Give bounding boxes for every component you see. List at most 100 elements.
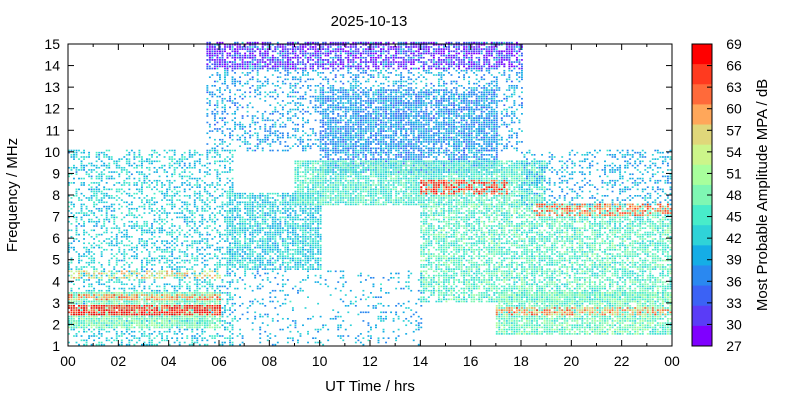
heatmap-cell (95, 190, 98, 193)
heatmap-cell (78, 212, 80, 214)
heatmap-cell (188, 281, 191, 283)
heatmap-cell (100, 311, 103, 314)
heatmap-cell (176, 199, 179, 201)
heatmap-cell (193, 302, 196, 305)
heatmap-cell (88, 220, 91, 223)
heatmap-cell (196, 320, 199, 322)
heatmap-cell (73, 216, 75, 219)
heatmap-cell (219, 246, 221, 249)
heatmap-cell (322, 61, 325, 63)
heatmap-cell (188, 164, 191, 167)
heatmap-cell (146, 259, 148, 262)
heatmap-cell (208, 162, 211, 165)
heatmap-cell (193, 283, 196, 286)
heatmap-cell (163, 287, 166, 290)
heatmap-cell (123, 307, 126, 309)
heatmap-cell (93, 182, 96, 184)
heatmap-cell (78, 253, 80, 255)
heatmap-cell (279, 141, 282, 143)
heatmap-cell (138, 197, 141, 199)
heatmap-cell (198, 315, 201, 318)
heatmap-cell (115, 330, 118, 333)
heatmap-cell (176, 216, 179, 219)
heatmap-cell (113, 298, 116, 301)
heatmap-cell (83, 272, 85, 275)
heatmap-cell (133, 330, 136, 333)
heatmap-cell (146, 302, 148, 305)
heatmap-cell (83, 233, 85, 236)
heatmap-cell (75, 333, 78, 335)
heatmap-cell (171, 255, 174, 258)
heatmap-cell (178, 302, 181, 305)
heatmap-cell (130, 212, 133, 214)
heatmap-cell (171, 292, 174, 294)
heatmap-cell (224, 190, 226, 193)
heatmap-cell (161, 268, 164, 270)
heatmap-cell (249, 123, 252, 126)
heatmap-cell (163, 195, 166, 197)
heatmap-cell (78, 292, 80, 294)
heatmap-cell (73, 156, 75, 158)
heatmap-cell (329, 61, 332, 63)
heatmap-cell (216, 89, 219, 91)
heatmap-cell (70, 149, 73, 152)
heatmap-cell (191, 309, 194, 311)
heatmap-cell (143, 231, 146, 234)
heatmap-cell (259, 138, 262, 141)
heatmap-cell (80, 164, 83, 167)
heatmap-cell (213, 119, 216, 122)
heatmap-cell (239, 125, 242, 128)
heatmap-cell (304, 80, 307, 83)
heatmap-cell (259, 63, 262, 66)
heatmap-cell (108, 238, 111, 240)
heatmap-cell (161, 184, 164, 186)
heatmap-cell (120, 188, 123, 191)
heatmap-cell (113, 309, 116, 311)
heatmap-cell (140, 171, 143, 173)
heatmap-cell (256, 72, 259, 74)
heatmap-cell (226, 160, 229, 163)
heatmap-cell (158, 309, 161, 311)
heatmap-cell (90, 320, 93, 322)
heatmap-cell (206, 156, 209, 158)
heatmap-cell (183, 307, 186, 309)
heatmap-cell (279, 104, 282, 107)
heatmap-cell (105, 212, 108, 214)
heatmap-cell (193, 162, 196, 165)
heatmap-cell (178, 225, 181, 227)
heatmap-cell (113, 305, 116, 307)
heatmap-cell (249, 87, 252, 89)
heatmap-cell (203, 305, 206, 307)
heatmap-cell (186, 292, 189, 294)
heatmap-cell (191, 210, 194, 212)
heatmap-cell (173, 298, 176, 301)
heatmap-cell (231, 69, 234, 72)
heatmap-cell (100, 272, 103, 275)
heatmap-cell (166, 300, 169, 303)
heatmap-cell (281, 136, 284, 139)
heatmap-cell (304, 110, 307, 113)
heatmap-cell (191, 156, 194, 158)
heatmap-cell (216, 276, 219, 279)
heatmap-cell (133, 279, 136, 281)
heatmap-cell (80, 203, 83, 206)
heatmap-cell (68, 311, 70, 314)
heatmap-cell (80, 320, 83, 322)
heatmap-cell (123, 324, 126, 327)
heatmap-cell (146, 242, 148, 245)
heatmap-cell (115, 281, 118, 283)
heatmap-cell (178, 186, 181, 188)
heatmap-cell (183, 240, 186, 242)
heatmap-cell (279, 143, 282, 145)
heatmap-cell (118, 276, 121, 279)
heatmap-cell (224, 210, 226, 212)
heatmap-cell (327, 78, 330, 81)
heatmap-cell (203, 274, 206, 277)
heatmap-cell (146, 225, 148, 227)
heatmap-cell (110, 313, 113, 316)
heatmap-cell (115, 259, 118, 262)
heatmap-cell (140, 294, 143, 296)
heatmap-cell (105, 205, 108, 208)
heatmap-cell (249, 143, 252, 145)
heatmap-cell (83, 229, 85, 232)
